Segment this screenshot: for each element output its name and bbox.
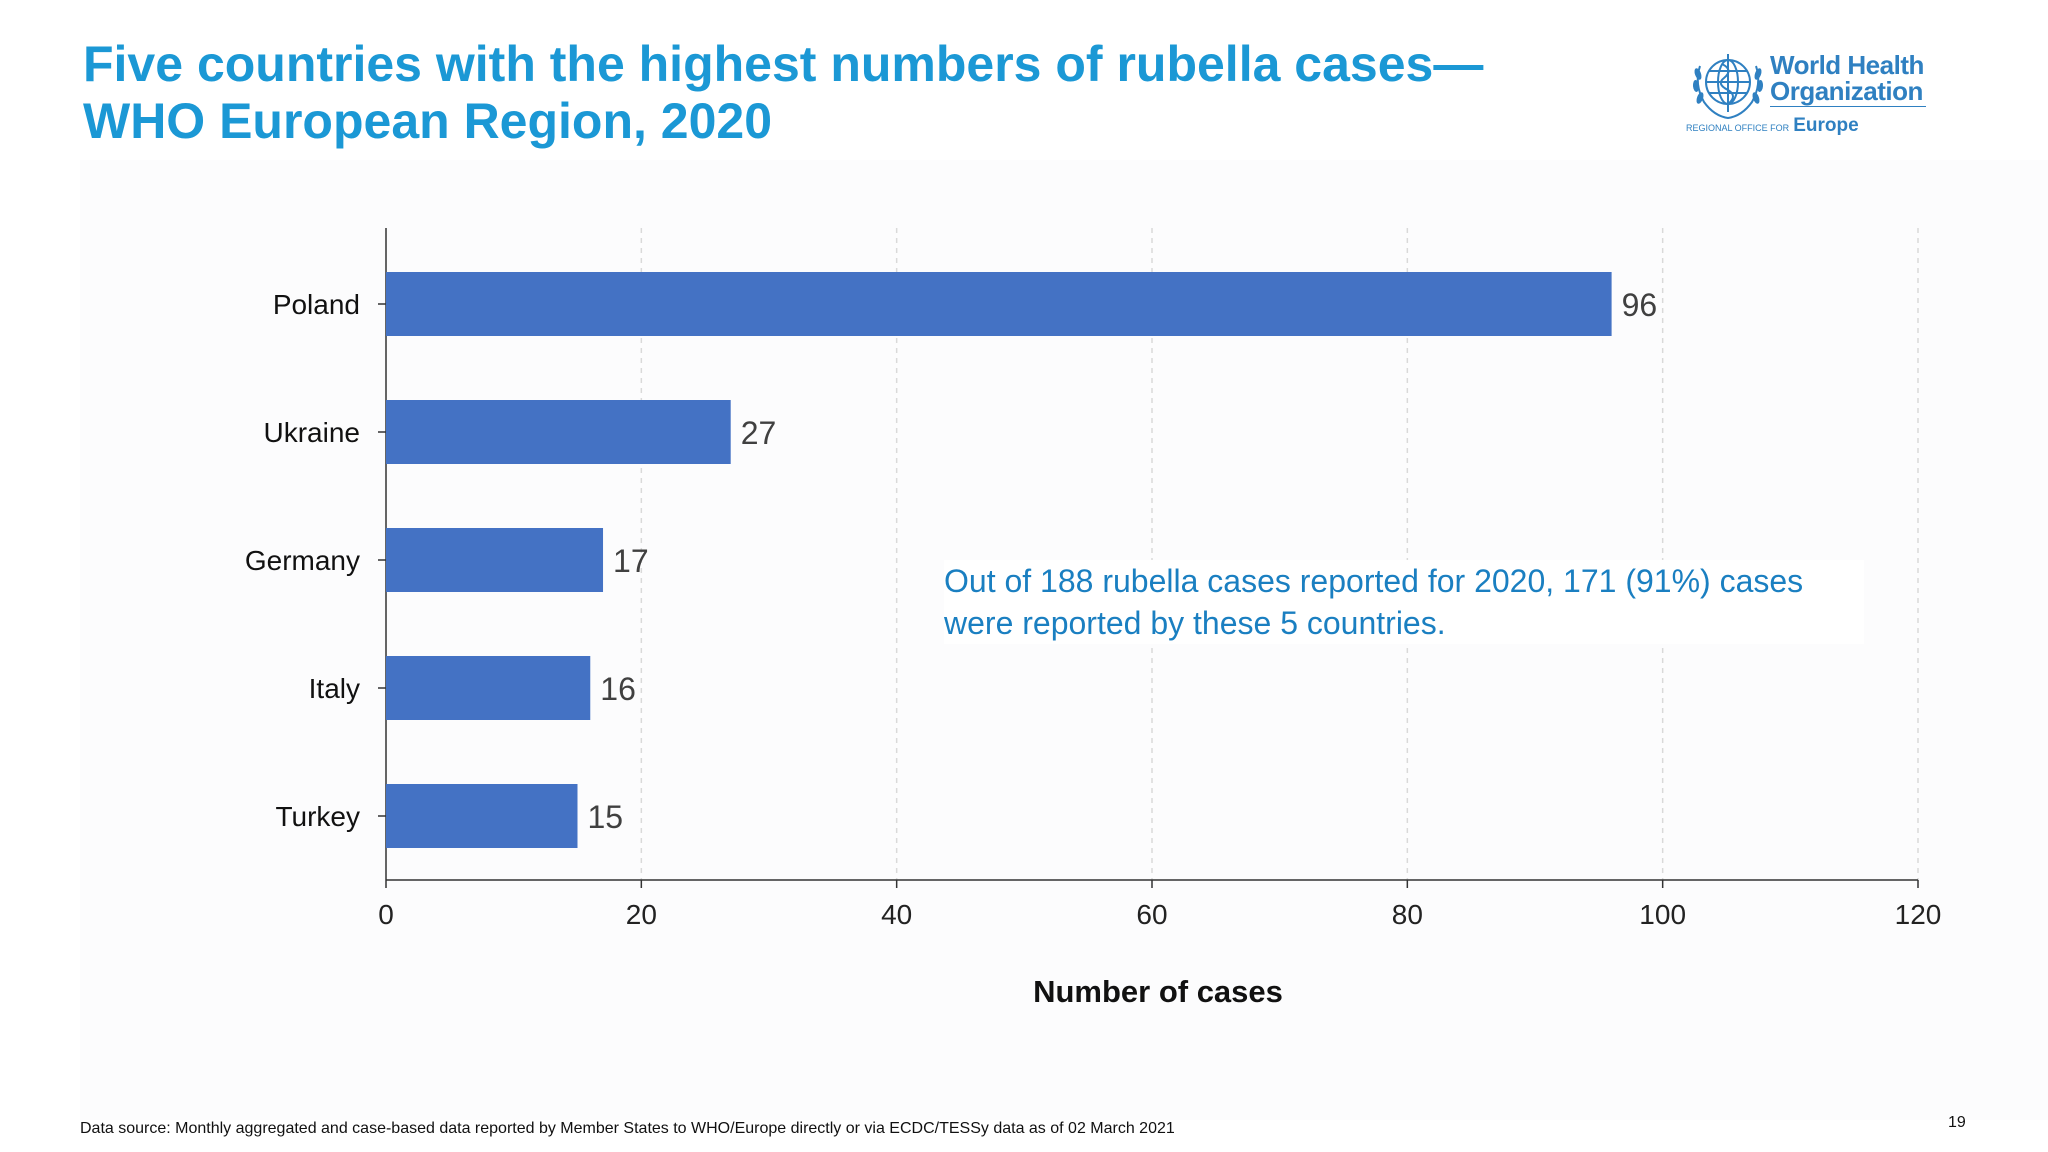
category-label: Poland	[273, 289, 360, 320]
category-label: Germany	[245, 545, 360, 576]
data-label: 15	[588, 799, 624, 835]
who-europe-logo: World Health Organization REGIONAL OFFIC…	[1686, 40, 1926, 140]
slide-title-line-1: Five countries with the highest numbers …	[83, 36, 1484, 92]
slide-title: Five countries with the highest numbers …	[83, 36, 1643, 150]
x-axis-title: Number of cases	[1033, 974, 1283, 1009]
bar-germany	[386, 528, 604, 592]
data-label: 27	[741, 415, 777, 451]
x-tick-label: 0	[378, 899, 394, 930]
bar-poland	[386, 272, 1612, 336]
logo-sub-label: REGIONAL OFFICE FOR	[1686, 123, 1790, 133]
category-label: Italy	[309, 673, 360, 704]
data-label: 17	[613, 543, 649, 579]
chart-annotation: Out of 188 rubella cases reported for 20…	[944, 560, 1864, 644]
category-label: Turkey	[275, 801, 360, 832]
logo-name: World Health Organization	[1770, 52, 1924, 104]
logo-region: Europe	[1793, 115, 1859, 136]
data-label: 96	[1622, 287, 1658, 323]
data-source-note: Data source: Monthly aggregated and case…	[80, 1120, 1175, 1137]
data-label: 16	[600, 671, 636, 707]
slide-title-line-2: WHO European Region, 2020	[83, 93, 773, 149]
logo-divider	[1770, 106, 1926, 107]
x-tick-label: 120	[1895, 899, 1942, 930]
logo-subtitle: REGIONAL OFFICE FOR Europe	[1686, 114, 1926, 140]
x-tick-label: 100	[1639, 899, 1686, 930]
x-tick-label: 60	[1136, 899, 1167, 930]
page-number: 19	[1948, 1114, 1966, 1131]
x-tick-label: 80	[1392, 899, 1423, 930]
x-tick-label: 20	[626, 899, 657, 930]
bar-ukraine	[386, 400, 731, 464]
logo-line-2: Organization	[1770, 76, 1923, 106]
un-emblem-icon	[1692, 54, 1764, 120]
x-tick-label: 40	[881, 899, 912, 930]
bar-italy	[386, 656, 591, 720]
logo-line-1: World Health	[1770, 50, 1924, 80]
bar-turkey	[386, 784, 578, 848]
category-label: Ukraine	[264, 417, 360, 448]
